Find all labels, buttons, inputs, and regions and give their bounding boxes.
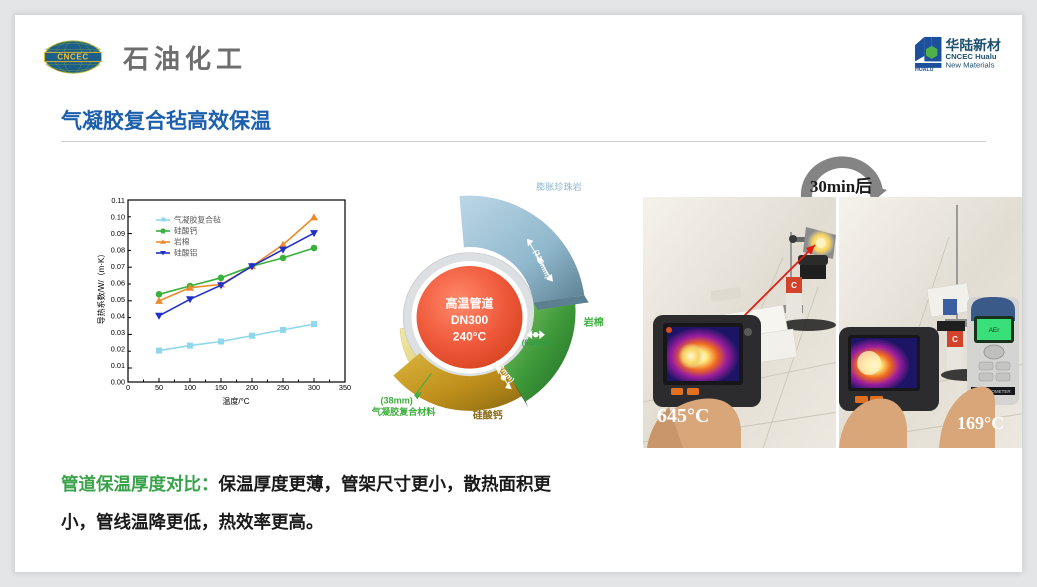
svg-text:0.01: 0.01 [111, 361, 125, 370]
svg-text:0.10: 0.10 [111, 213, 125, 222]
svg-text:350: 350 [339, 383, 351, 392]
svg-text:CNCEC Hualu: CNCEC Hualu [946, 52, 997, 61]
svg-text:HUALU: HUALU [915, 67, 934, 73]
svg-text:645°C: 645°C [657, 405, 709, 427]
svg-text:250: 250 [277, 383, 289, 392]
svg-text:DN300: DN300 [451, 313, 489, 327]
svg-text:0.00: 0.00 [111, 378, 125, 387]
svg-text:导热系数/W/（m·K）: 导热系数/W/（m·K） [96, 250, 106, 325]
svg-text:0.04: 0.04 [111, 312, 125, 321]
svg-text:(68mm): (68mm) [522, 338, 550, 347]
svg-text:0.03: 0.03 [111, 328, 125, 337]
svg-text:240°C: 240°C [453, 330, 487, 344]
svg-text:0.06: 0.06 [111, 279, 125, 288]
svg-text:0.11: 0.11 [111, 196, 125, 205]
svg-text:温度/°C: 温度/°C [222, 396, 249, 406]
svg-text:200: 200 [246, 383, 258, 392]
svg-text:50: 50 [155, 383, 163, 392]
svg-text:膨胀珍珠岩: 膨胀珍珠岩 [536, 181, 581, 192]
svg-text:硅酸铝: 硅酸铝 [174, 248, 198, 258]
svg-text:(38mm): (38mm) [380, 395, 412, 405]
svg-text:高温管道: 高温管道 [446, 295, 494, 310]
svg-text:300: 300 [308, 383, 320, 392]
svg-text:华陆新材: 华陆新材 [946, 37, 1001, 53]
svg-text:AEr: AEr [989, 327, 1001, 334]
svg-text:C: C [952, 335, 958, 344]
svg-text:0.05: 0.05 [111, 295, 125, 304]
svg-text:30min后: 30min后 [810, 177, 872, 196]
svg-text:0.07: 0.07 [111, 262, 125, 271]
svg-text:C: C [791, 281, 797, 290]
svg-text:0.08: 0.08 [111, 246, 125, 255]
svg-text:100: 100 [184, 383, 196, 392]
svg-text:150: 150 [215, 383, 227, 392]
svg-text:气凝胶复合毡: 气凝胶复合毡 [174, 215, 221, 225]
svg-text:硅酸钙: 硅酸钙 [473, 408, 503, 421]
svg-text:0: 0 [126, 383, 130, 392]
svg-text:169°C: 169°C [957, 413, 1004, 433]
svg-text:0.02: 0.02 [111, 345, 125, 354]
svg-text:New Materials: New Materials [946, 60, 995, 69]
svg-text:硅酸钙: 硅酸钙 [174, 226, 198, 236]
svg-text:CNCEC: CNCEC [57, 52, 89, 61]
svg-text:岩棉: 岩棉 [583, 316, 604, 329]
svg-text:0.09: 0.09 [111, 229, 125, 238]
svg-text:岩棉: 岩棉 [174, 237, 190, 247]
svg-text:气凝胶复合材料: 气凝胶复合材料 [371, 406, 436, 417]
